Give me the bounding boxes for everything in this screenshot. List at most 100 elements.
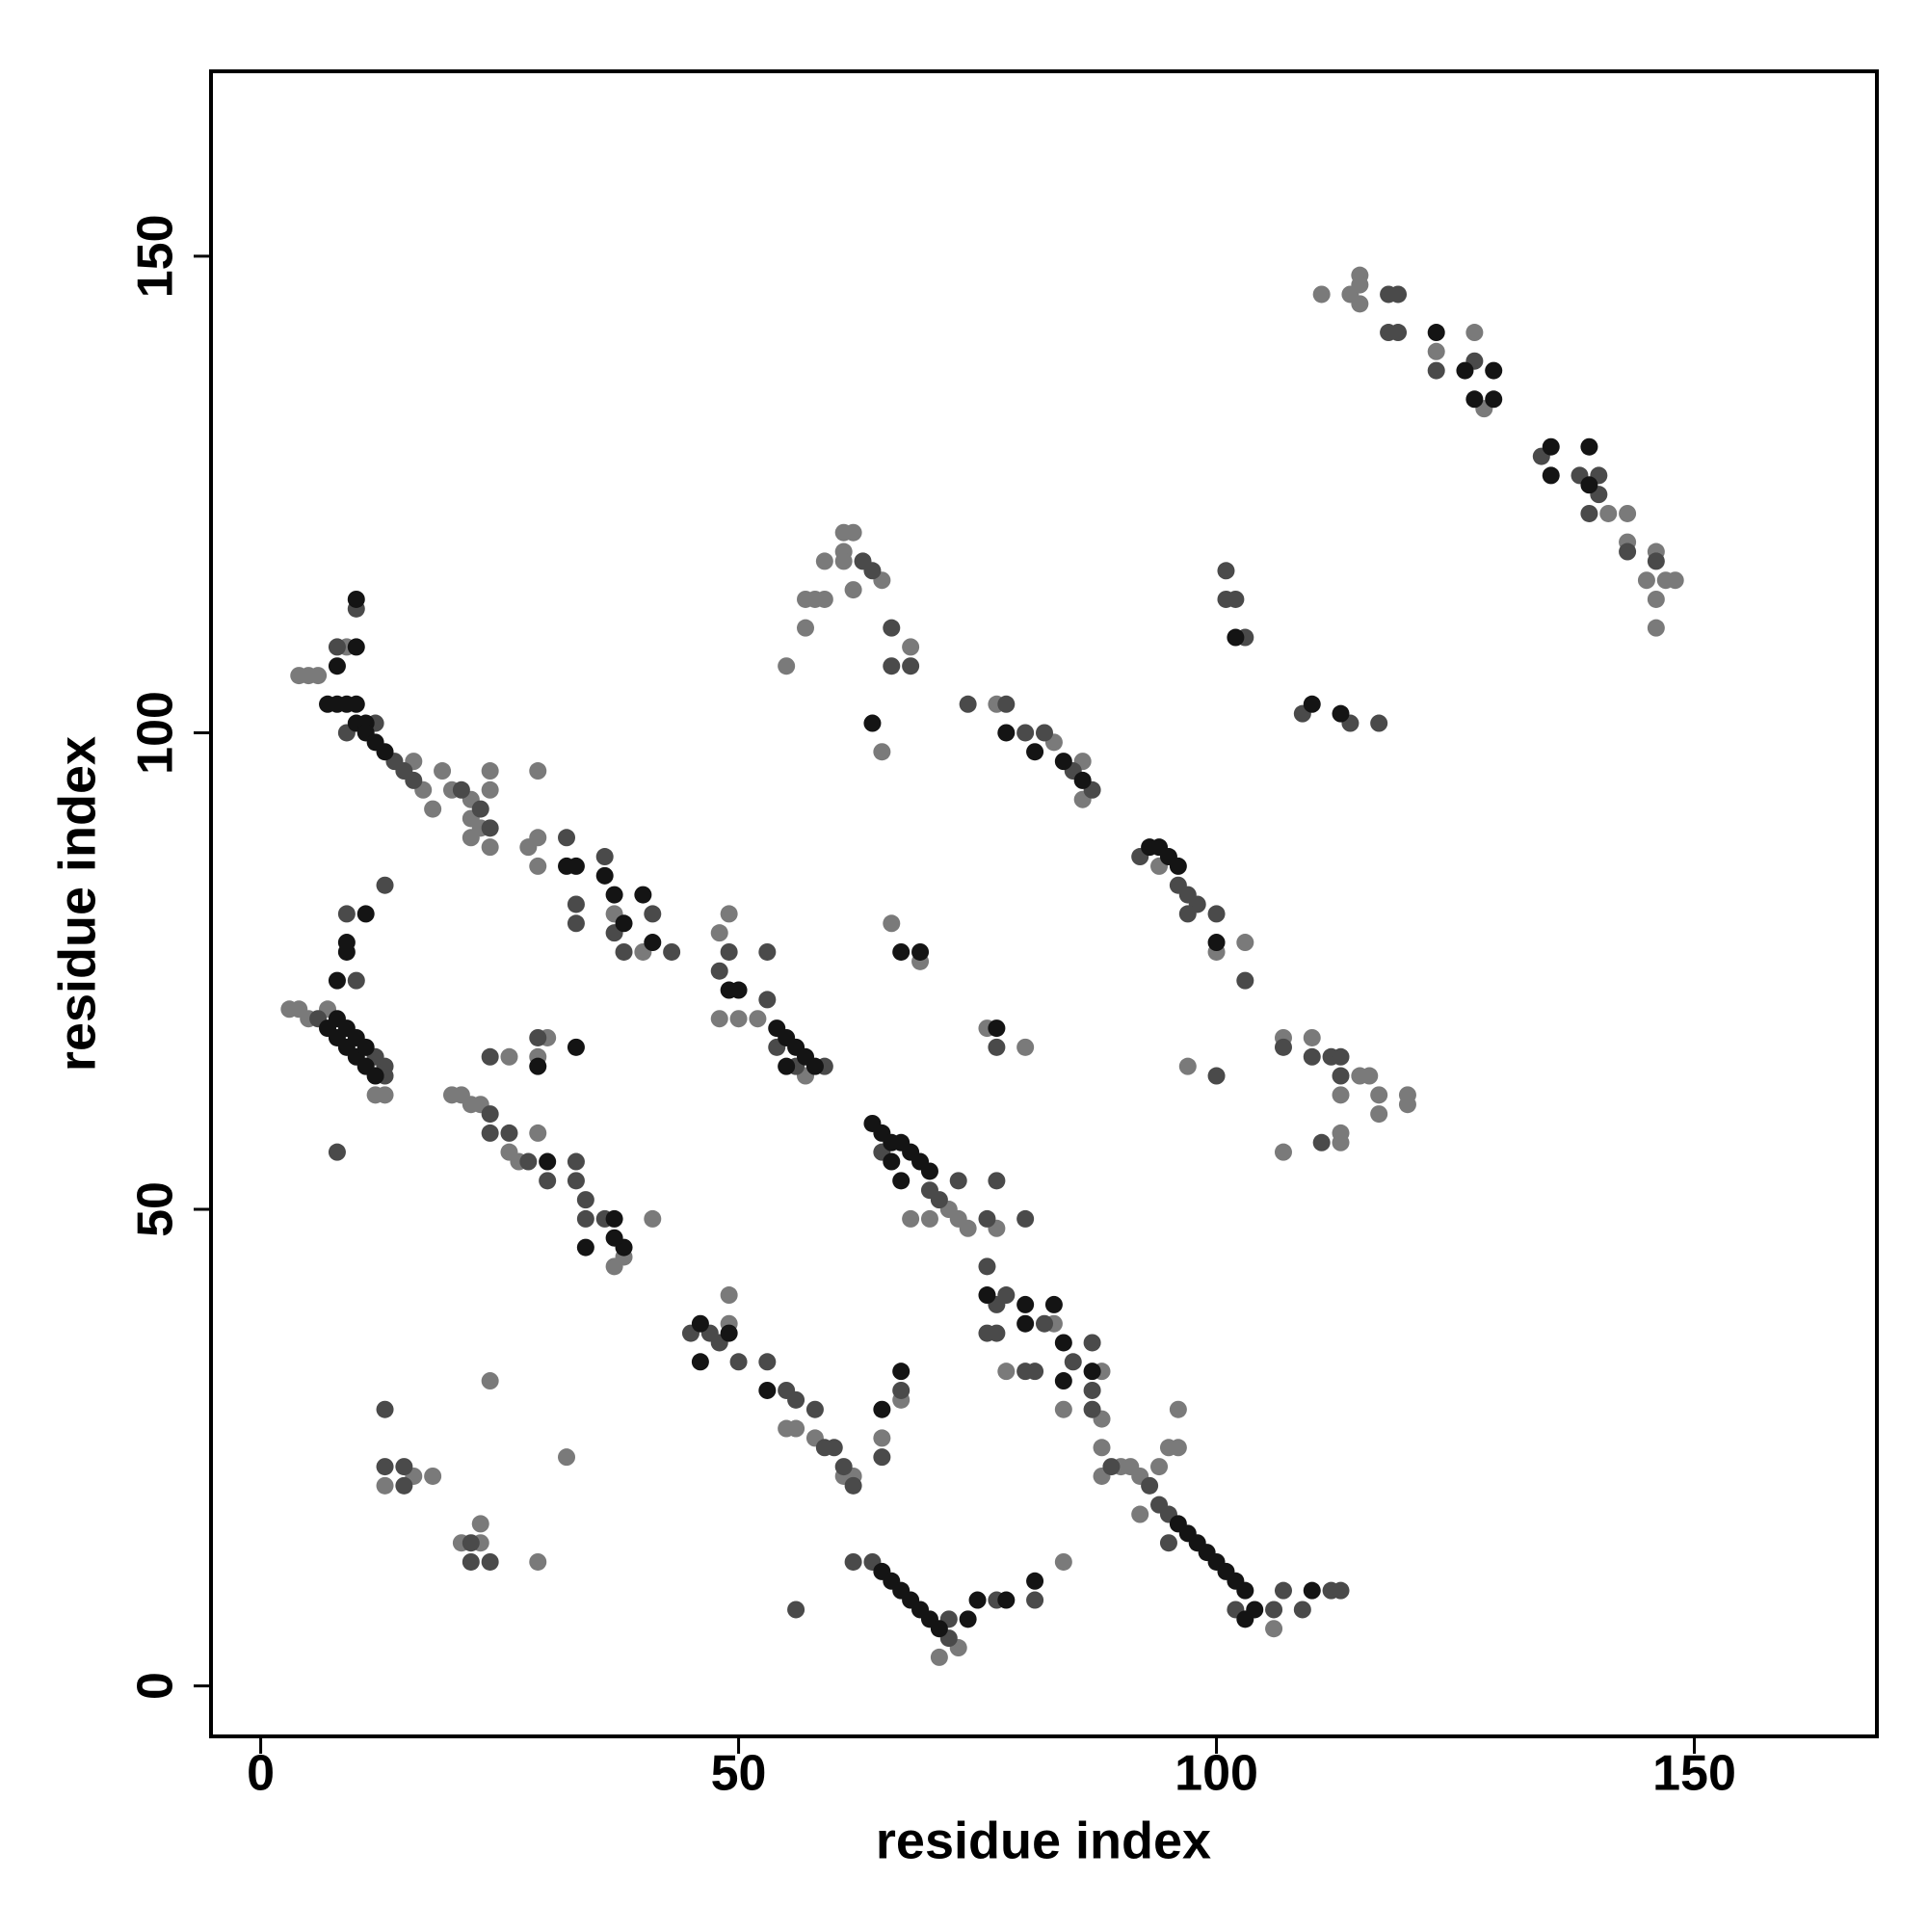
point bbox=[749, 1010, 767, 1028]
point bbox=[529, 829, 547, 847]
point bbox=[1332, 1047, 1350, 1066]
point bbox=[720, 905, 738, 923]
point bbox=[376, 743, 394, 761]
point bbox=[778, 1057, 796, 1075]
point bbox=[892, 942, 911, 961]
point bbox=[347, 638, 365, 656]
point bbox=[720, 1286, 738, 1305]
point bbox=[815, 552, 833, 570]
point bbox=[873, 1448, 891, 1467]
point bbox=[1485, 361, 1503, 380]
point bbox=[873, 1429, 891, 1447]
point bbox=[405, 771, 423, 789]
point bbox=[911, 942, 930, 961]
point bbox=[328, 638, 346, 656]
point bbox=[978, 1257, 996, 1276]
point bbox=[1427, 342, 1445, 360]
point bbox=[1141, 1476, 1159, 1495]
point bbox=[1303, 695, 1321, 713]
point bbox=[1169, 1400, 1187, 1418]
point bbox=[462, 1534, 480, 1552]
point bbox=[1026, 1572, 1044, 1590]
point bbox=[1207, 934, 1226, 952]
point bbox=[720, 1324, 738, 1342]
point bbox=[883, 1152, 901, 1171]
point bbox=[988, 1324, 1006, 1342]
point bbox=[1054, 1372, 1072, 1390]
point bbox=[844, 1476, 862, 1495]
point bbox=[1054, 753, 1072, 771]
point bbox=[500, 1047, 518, 1066]
point bbox=[605, 1229, 623, 1247]
point bbox=[347, 695, 365, 713]
point bbox=[729, 1353, 748, 1371]
point bbox=[539, 1172, 557, 1190]
point bbox=[1236, 971, 1254, 990]
point bbox=[883, 619, 901, 637]
point bbox=[644, 905, 662, 923]
point bbox=[1312, 285, 1331, 304]
point bbox=[758, 1381, 777, 1399]
point bbox=[1016, 1314, 1035, 1333]
point bbox=[1093, 1439, 1111, 1457]
point bbox=[968, 1591, 987, 1609]
point bbox=[883, 914, 901, 933]
point bbox=[1332, 1581, 1350, 1600]
point bbox=[930, 1191, 948, 1209]
point bbox=[797, 619, 815, 637]
point bbox=[1332, 1086, 1350, 1104]
point bbox=[787, 1390, 805, 1409]
point bbox=[729, 1010, 748, 1028]
point bbox=[1370, 714, 1388, 732]
point bbox=[902, 638, 920, 656]
point bbox=[1274, 1581, 1292, 1600]
point bbox=[1016, 1209, 1035, 1228]
point bbox=[892, 1172, 911, 1190]
point bbox=[1064, 1353, 1082, 1371]
point bbox=[1303, 1581, 1321, 1600]
point bbox=[1227, 628, 1245, 647]
point bbox=[1073, 771, 1092, 789]
point bbox=[1580, 504, 1598, 522]
point bbox=[1054, 1552, 1072, 1571]
point bbox=[376, 1476, 394, 1495]
point bbox=[834, 552, 853, 570]
point bbox=[356, 1038, 375, 1056]
point bbox=[1265, 1601, 1283, 1619]
y-axis-label: residue index bbox=[48, 736, 106, 1072]
point bbox=[778, 657, 796, 675]
point bbox=[481, 838, 499, 857]
point bbox=[805, 1400, 824, 1418]
point bbox=[519, 1152, 538, 1171]
point bbox=[424, 1467, 442, 1485]
point bbox=[1332, 1067, 1350, 1085]
point bbox=[710, 924, 728, 942]
point bbox=[1159, 1534, 1177, 1552]
point bbox=[997, 724, 1016, 742]
point bbox=[892, 1381, 911, 1399]
point bbox=[337, 934, 356, 952]
point bbox=[529, 1552, 547, 1571]
point bbox=[978, 1286, 996, 1305]
point bbox=[1599, 504, 1618, 522]
point bbox=[1026, 1363, 1044, 1381]
point bbox=[758, 942, 777, 961]
point bbox=[988, 1172, 1006, 1190]
point bbox=[1274, 1038, 1292, 1056]
y-tick-label: 150 bbox=[128, 215, 184, 299]
point bbox=[558, 1448, 576, 1467]
point bbox=[567, 1152, 585, 1171]
y-tick-label: 100 bbox=[128, 691, 184, 775]
point bbox=[1312, 1133, 1331, 1151]
point bbox=[529, 1028, 547, 1046]
point bbox=[1666, 571, 1684, 590]
point bbox=[462, 829, 480, 847]
point bbox=[663, 942, 681, 961]
point bbox=[1389, 285, 1408, 304]
point bbox=[1580, 437, 1598, 456]
point bbox=[720, 942, 738, 961]
point bbox=[1246, 1601, 1264, 1619]
point bbox=[1083, 1381, 1101, 1399]
point bbox=[567, 1038, 585, 1056]
point bbox=[844, 581, 862, 599]
